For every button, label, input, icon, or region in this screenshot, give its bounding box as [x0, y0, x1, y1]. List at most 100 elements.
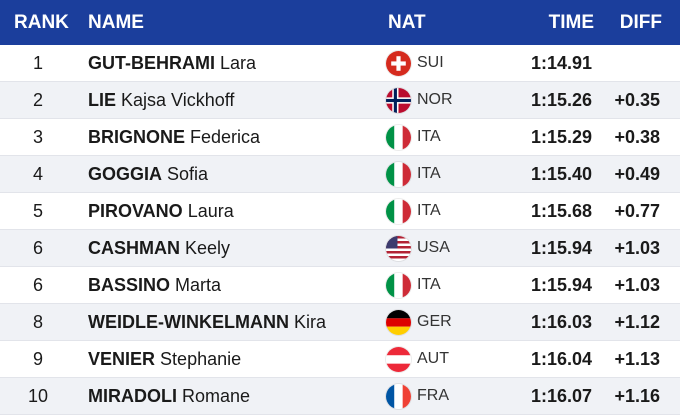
time-cell: 1:16.04 [530, 348, 592, 369]
header-diff[interactable]: DIFF [619, 11, 662, 33]
athlete-name[interactable]: GOGGIA Sofia [88, 164, 386, 185]
time-cell: 1:15.94 [530, 274, 592, 295]
header-rank[interactable]: RANK [14, 11, 69, 33]
rank-cell: 5 [32, 200, 43, 221]
table-row[interactable]: 9 VENIER Stephanie AUT 1:16.04 +1.13 [0, 341, 680, 378]
athlete-name[interactable]: GUT-BEHRAMI Lara [88, 53, 386, 74]
diff-cell: +1.03 [614, 237, 660, 258]
nation-cell: SUI [386, 50, 496, 76]
athlete-name[interactable]: CASHMAN Keely [88, 238, 386, 259]
nation-code: AUT [417, 350, 449, 367]
header-time[interactable]: TIME [548, 11, 594, 33]
athlete-name[interactable]: BRIGNONE Federica [88, 127, 386, 148]
athlete-first-name: Stephanie [160, 348, 242, 369]
rank-cell: 9 [32, 348, 43, 369]
nation-code: NOR [417, 91, 453, 108]
table-header: RANK NAME NAT TIME DIFF [0, 0, 680, 45]
athlete-last-name: LIE [88, 89, 117, 110]
athlete-name[interactable]: MIRADOLI Romane [88, 386, 386, 407]
table-row[interactable]: 8 WEIDLE-WINKELMANN Kira GER 1:16.03 +1.12 [0, 304, 680, 341]
diff-cell: +1.16 [614, 385, 660, 406]
athlete-last-name: VENIER [88, 348, 156, 369]
athlete-last-name: GOGGIA [88, 163, 163, 184]
athlete-first-name: Lara [220, 52, 257, 73]
athlete-last-name: BASSINO [88, 274, 171, 295]
usa-flag-icon [386, 235, 411, 261]
time-cell: 1:14.91 [530, 52, 592, 73]
rank-cell: 8 [32, 311, 43, 332]
table-row[interactable]: 3 BRIGNONE Federica ITA 1:15.29 +0.38 [0, 119, 680, 156]
athlete-first-name: Marta [175, 274, 222, 295]
table-row[interactable]: 6 BASSINO Marta ITA 1:15.94 +1.03 [0, 267, 680, 304]
rank-cell: 6 [32, 237, 43, 258]
athlete-first-name: Kira [294, 311, 327, 332]
athlete-last-name: BRIGNONE [88, 126, 186, 147]
ita-flag-icon [386, 198, 411, 224]
nation-code: USA [417, 239, 450, 256]
ita-flag-icon [386, 161, 411, 187]
diff-cell: +0.77 [614, 200, 660, 221]
table-row[interactable]: 1 GUT-BEHRAMI Lara SUI 1:14.91 [0, 45, 680, 82]
time-cell: 1:15.26 [530, 89, 592, 110]
nation-code: SUI [417, 54, 444, 71]
athlete-name[interactable]: PIROVANO Laura [88, 201, 386, 222]
athlete-last-name: GUT-BEHRAMI [88, 52, 215, 73]
table-body: 1 GUT-BEHRAMI Lara SUI 1:14.91 2 LIE Kajsa Vi… [0, 45, 680, 415]
athlete-name[interactable]: VENIER Stephanie [88, 349, 386, 370]
rank-cell: 4 [32, 163, 43, 184]
athlete-first-name: Kajsa Vickhoff [121, 89, 235, 110]
diff-cell: +0.35 [614, 89, 660, 110]
header-nat[interactable]: NAT [388, 11, 426, 33]
header-name[interactable]: NAME [88, 11, 144, 33]
nation-code: ITA [417, 202, 441, 219]
ger-flag-icon [386, 309, 411, 335]
fra-flag-icon [386, 383, 411, 409]
sui-flag-icon [386, 50, 411, 76]
athlete-last-name: MIRADOLI [88, 385, 177, 406]
athlete-first-name: Laura [187, 200, 234, 221]
athlete-last-name: WEIDLE-WINKELMANN [88, 311, 289, 332]
nation-cell: USA [386, 235, 496, 261]
table-row[interactable]: 10 MIRADOLI Romane FRA 1:16.07 +1.16 [0, 378, 680, 415]
rank-cell: 1 [32, 52, 43, 73]
athlete-last-name: PIROVANO [88, 200, 183, 221]
nation-code: ITA [417, 165, 441, 182]
nation-code: ITA [417, 128, 441, 145]
nation-cell: ITA [386, 124, 496, 150]
time-cell: 1:15.68 [530, 200, 592, 221]
athlete-first-name: Sofia [167, 163, 209, 184]
rank-cell: 10 [27, 385, 49, 406]
athlete-first-name: Keely [185, 237, 231, 258]
ita-flag-icon [386, 272, 411, 298]
nation-cell: ITA [386, 198, 496, 224]
table-row[interactable]: 4 GOGGIA Sofia ITA 1:15.40 +0.49 [0, 156, 680, 193]
diff-cell: +1.12 [614, 311, 660, 332]
nation-cell: ITA [386, 161, 496, 187]
athlete-name[interactable]: WEIDLE-WINKELMANN Kira [88, 312, 386, 333]
table-row[interactable]: 6 CASHMAN Keely USA 1:15.94 +1.03 [0, 230, 680, 267]
diff-cell: +1.03 [614, 274, 660, 295]
athlete-name[interactable]: BASSINO Marta [88, 275, 386, 296]
diff-cell: +0.49 [614, 163, 660, 184]
nor-flag-icon [386, 87, 411, 113]
rank-cell: 6 [32, 274, 43, 295]
nation-code: GER [417, 313, 452, 330]
athlete-name[interactable]: LIE Kajsa Vickhoff [88, 90, 386, 111]
time-cell: 1:15.94 [530, 237, 592, 258]
time-cell: 1:16.07 [530, 385, 592, 406]
athlete-first-name: Romane [182, 385, 251, 406]
aut-flag-icon [386, 346, 411, 372]
ita-flag-icon [386, 124, 411, 150]
nation-cell: NOR [386, 87, 496, 113]
nation-code: ITA [417, 276, 441, 293]
time-cell: 1:15.29 [530, 126, 592, 147]
nation-cell: ITA [386, 272, 496, 298]
athlete-last-name: CASHMAN [88, 237, 180, 258]
diff-cell: +0.38 [614, 126, 660, 147]
nation-cell: AUT [386, 346, 496, 372]
table-row[interactable]: 5 PIROVANO Laura ITA 1:15.68 +0.77 [0, 193, 680, 230]
diff-cell: +1.13 [614, 348, 660, 369]
table-row[interactable]: 2 LIE Kajsa Vickhoff NOR 1:15.26 +0.35 [0, 82, 680, 119]
time-cell: 1:15.40 [530, 163, 592, 184]
